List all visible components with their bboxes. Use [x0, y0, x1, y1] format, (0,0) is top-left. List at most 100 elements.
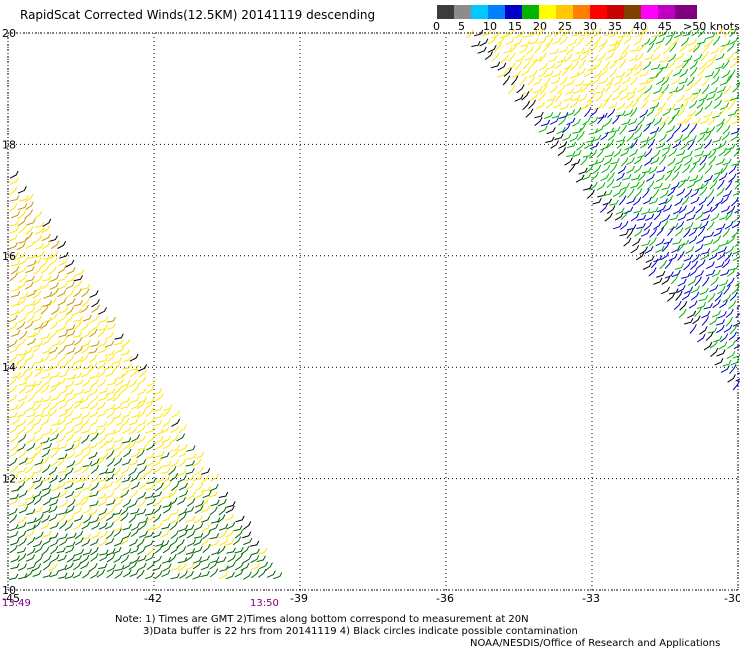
frame-border — [7, 32, 739, 591]
wind-barb — [729, 291, 738, 302]
wind-barb — [136, 459, 147, 466]
wind-barb — [505, 29, 515, 37]
wind-barb — [736, 172, 740, 175]
wind-barb — [534, 116, 543, 126]
wind-barb — [593, 35, 602, 46]
wind-barb — [42, 253, 53, 260]
wind-barb — [706, 188, 715, 199]
wind-barb — [675, 61, 685, 69]
wind-barb — [736, 138, 740, 142]
wind-barb — [90, 432, 99, 442]
wind-barb — [678, 77, 688, 85]
wind-barb — [683, 261, 692, 271]
wind-barb — [152, 419, 163, 427]
wind-barb — [80, 403, 90, 410]
wind-barb — [523, 59, 531, 70]
wind-barb — [120, 384, 129, 394]
wind-barb — [33, 340, 43, 348]
wind-barb — [40, 437, 50, 444]
wind-barb — [145, 442, 155, 451]
wind-barb — [727, 100, 736, 111]
wind-barb — [629, 148, 639, 157]
wind-barb — [121, 396, 131, 404]
wind-barb — [49, 474, 58, 484]
wind-barb — [66, 554, 76, 563]
wind-barb — [556, 126, 566, 135]
wind-barb — [42, 395, 52, 403]
wind-barb — [675, 94, 685, 103]
wind-barb — [592, 197, 602, 205]
wind-barb — [129, 353, 139, 362]
wind-barb — [646, 75, 656, 85]
wind-barb — [679, 100, 689, 109]
wind-barb — [658, 29, 668, 37]
wind-barb — [17, 186, 27, 194]
wind-barb — [194, 522, 204, 531]
wind-barb — [152, 458, 162, 467]
wind-barb — [558, 116, 567, 126]
wind-barb — [66, 361, 76, 371]
wind-barb — [682, 132, 691, 142]
wind-barb — [732, 83, 740, 93]
wind-barb — [635, 251, 645, 261]
wind-barb — [185, 482, 195, 491]
wind-barb — [10, 265, 20, 275]
wind-barb — [65, 490, 75, 499]
wind-barb — [521, 91, 530, 101]
wind-barb — [688, 300, 698, 309]
wind-barb — [170, 537, 179, 547]
wind-barb — [9, 497, 19, 506]
wind-barb — [703, 131, 712, 141]
wind-barb — [640, 99, 649, 110]
wind-barb — [616, 102, 626, 111]
wind-barb — [243, 537, 253, 546]
wind-barb — [242, 554, 252, 564]
wind-barb — [582, 184, 593, 191]
wind-barb — [98, 508, 108, 516]
wind-barb — [657, 102, 666, 111]
wind-barb — [234, 529, 244, 539]
wind-barb — [507, 52, 516, 62]
wind-barb — [723, 96, 734, 103]
wind-barb — [553, 100, 563, 109]
wind-barb — [645, 213, 655, 221]
lat-tick-label: 20 — [2, 27, 16, 40]
wind-barb — [91, 521, 101, 530]
wind-barb — [177, 474, 187, 483]
wind-barb — [193, 515, 203, 524]
wind-barb — [98, 498, 108, 507]
wind-barb — [700, 248, 711, 255]
wind-barb — [713, 228, 723, 237]
wind-barb — [721, 69, 731, 79]
wind-barb — [225, 571, 235, 580]
wind-barb — [121, 379, 131, 388]
wind-barb — [161, 523, 171, 530]
wind-barb — [59, 520, 68, 530]
wind-barb — [91, 299, 100, 308]
wind-barb — [585, 37, 594, 47]
wind-barb — [146, 523, 156, 531]
wind-barb — [502, 75, 511, 86]
wind-barb — [644, 84, 653, 94]
wind-barb — [684, 188, 693, 199]
wind-barb — [89, 538, 99, 547]
wind-barb — [128, 499, 138, 508]
wind-barb — [66, 298, 76, 306]
wind-barb — [653, 210, 662, 221]
wind-barb — [162, 441, 172, 450]
wind-barb — [653, 255, 663, 263]
wind-barb — [25, 225, 34, 235]
wind-barb — [700, 180, 709, 190]
time-right: 13:50 — [250, 598, 279, 609]
wind-barb — [600, 142, 610, 151]
wind-barb — [664, 171, 673, 181]
wind-barb — [8, 314, 18, 323]
wind-barb — [153, 405, 163, 412]
wind-barb — [513, 38, 523, 47]
wind-barb — [503, 46, 513, 54]
wind-barb — [536, 37, 547, 45]
wind-barb — [250, 555, 260, 563]
wind-barb — [32, 290, 42, 299]
wind-barb — [732, 249, 740, 255]
wind-barb — [186, 498, 196, 507]
